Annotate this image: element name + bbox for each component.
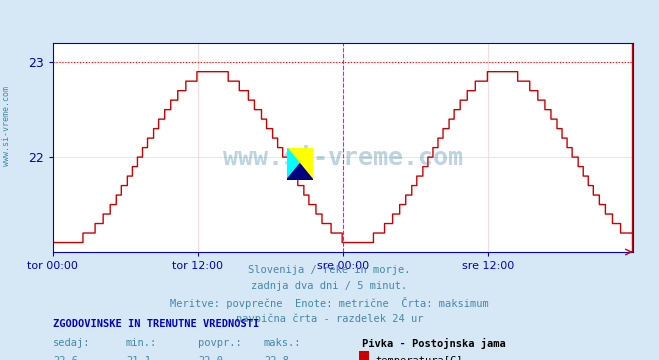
Text: Pivka - Postojnska jama: Pivka - Postojnska jama bbox=[362, 338, 506, 350]
Polygon shape bbox=[287, 148, 300, 180]
Polygon shape bbox=[287, 148, 313, 180]
Text: sedaj:: sedaj: bbox=[53, 338, 90, 348]
Text: www.si-vreme.com: www.si-vreme.com bbox=[223, 146, 463, 170]
Polygon shape bbox=[287, 164, 313, 180]
Text: 22,8: 22,8 bbox=[264, 356, 289, 360]
Text: ZGODOVINSKE IN TRENUTNE VREDNOSTI: ZGODOVINSKE IN TRENUTNE VREDNOSTI bbox=[53, 319, 259, 329]
Text: maks.:: maks.: bbox=[264, 338, 301, 348]
Text: 22,0: 22,0 bbox=[198, 356, 223, 360]
Text: 22,6: 22,6 bbox=[53, 356, 78, 360]
Text: min.:: min.: bbox=[125, 338, 156, 348]
Text: www.si-vreme.com: www.si-vreme.com bbox=[2, 86, 11, 166]
Text: 21,1: 21,1 bbox=[126, 356, 151, 360]
Text: temperatura[C]: temperatura[C] bbox=[376, 356, 463, 360]
Text: Slovenija / reke in morje.: Slovenija / reke in morje. bbox=[248, 265, 411, 275]
Text: Meritve: povprečne  Enote: metrične  Črta: maksimum: Meritve: povprečne Enote: metrične Črta:… bbox=[170, 297, 489, 309]
Text: navpična črta - razdelek 24 ur: navpična črta - razdelek 24 ur bbox=[236, 313, 423, 324]
Text: zadnja dva dni / 5 minut.: zadnja dva dni / 5 minut. bbox=[251, 281, 408, 291]
Text: povpr.:: povpr.: bbox=[198, 338, 241, 348]
